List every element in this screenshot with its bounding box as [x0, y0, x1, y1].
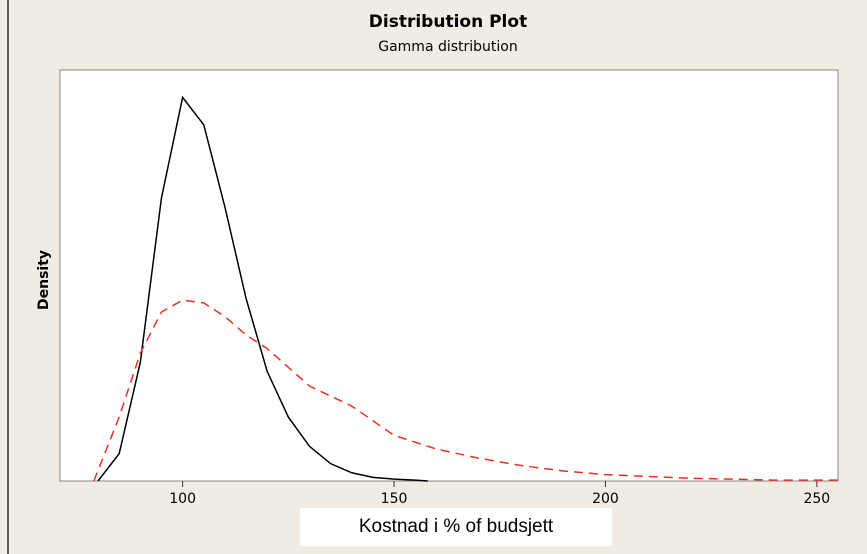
chart-title: Distribution Plot	[369, 12, 527, 32]
x-label-box	[300, 508, 612, 546]
density-curve	[97, 95, 428, 482]
plot-area	[59, 69, 839, 482]
x-tick-label: 100	[169, 491, 196, 507]
chart-subtitle: Gamma distribution	[378, 39, 518, 55]
density-curve	[93, 299, 838, 482]
x-tick-label: 250	[803, 491, 830, 507]
y-axis-label: Density	[36, 250, 52, 310]
x-tick-label: 150	[381, 491, 408, 507]
x-axis-label: Kostnad i % of budsjett	[359, 516, 554, 537]
x-tick-label: 200	[592, 491, 619, 507]
